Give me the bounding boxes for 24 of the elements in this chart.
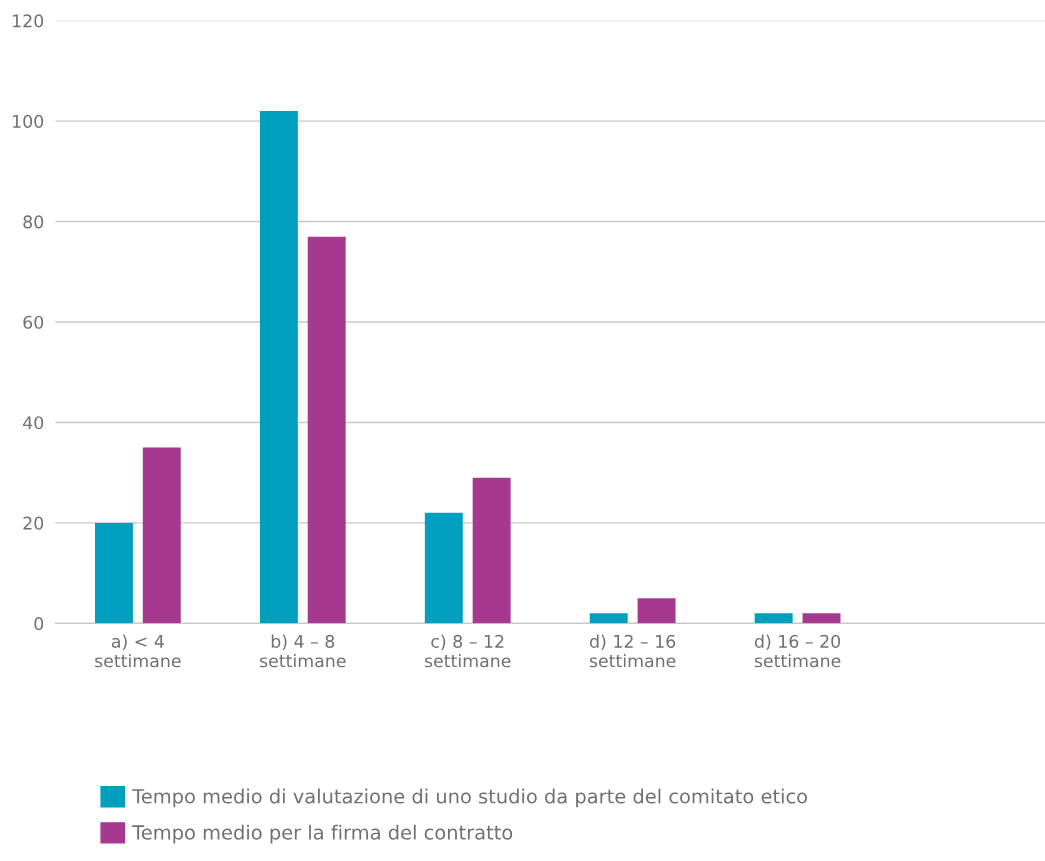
y-tick-label: 40 — [23, 416, 44, 430]
legend-label: Tempo medio per la firma del contratto — [132, 824, 513, 844]
x-tick-label: a) < 4 settimane — [95, 634, 181, 668]
bar — [472, 477, 511, 624]
bar — [754, 613, 793, 624]
y-tick-label: 120 — [13, 14, 44, 28]
x-tick-label: c) 8 – 12 settimane — [424, 634, 511, 668]
bar — [94, 522, 133, 624]
y-tick-label: 80 — [23, 215, 44, 229]
bar — [307, 236, 346, 624]
bar — [589, 613, 628, 624]
x-tick-label: d) 16 – 20 settimane — [754, 634, 841, 668]
bar — [637, 598, 676, 624]
y-tick-label: 100 — [13, 114, 44, 128]
x-tick-label: b) 4 – 8 settimane — [260, 634, 346, 668]
bar — [142, 447, 181, 624]
y-tick-label: 0 — [34, 617, 44, 631]
bar — [802, 613, 841, 624]
legend-label: Tempo medio di valutazione di uno studio da parte del comitato etico — [132, 788, 807, 808]
y-tick-label: 60 — [23, 315, 44, 329]
y-tick-label: 20 — [23, 516, 44, 530]
bar — [424, 512, 463, 624]
bar — [259, 111, 298, 624]
x-tick-label: d) 12 – 16 settimane — [589, 634, 676, 668]
